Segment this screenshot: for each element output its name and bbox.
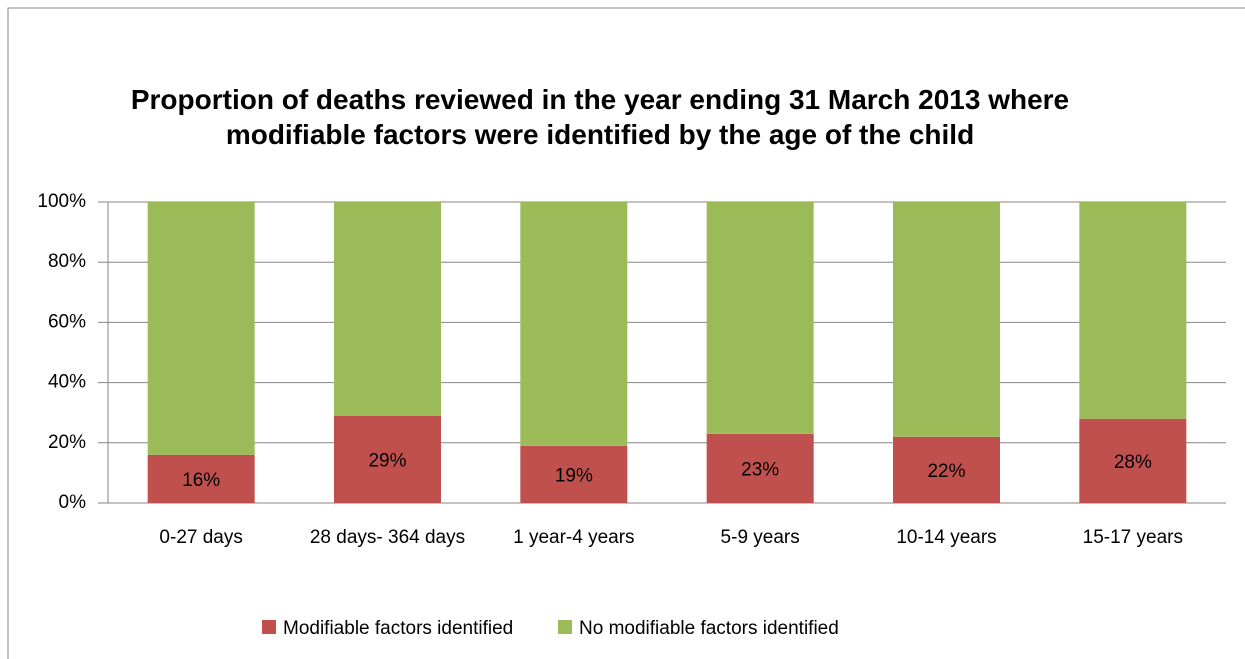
x-tick-label: 28 days- 364 days bbox=[309, 527, 466, 548]
legend-swatch bbox=[558, 620, 572, 634]
legend-label: Modifiable factors identified bbox=[283, 618, 513, 639]
y-tick-label: 100% bbox=[37, 191, 86, 212]
bar-segment bbox=[706, 202, 814, 434]
x-tick-label: 10-14 years bbox=[896, 527, 997, 548]
bar-segment bbox=[334, 415, 441, 503]
x-tick-label: 0-27 days bbox=[159, 527, 243, 548]
data-label: 29% bbox=[368, 450, 406, 471]
chart-title: Proportion of deaths reviewed in the yea… bbox=[130, 84, 1070, 150]
data-label: 16% bbox=[182, 470, 220, 491]
y-tick-label: 0% bbox=[59, 492, 87, 513]
bar-segment bbox=[893, 202, 1000, 437]
y-tick-label: 60% bbox=[48, 311, 86, 332]
legend-label: No modifiable factors identified bbox=[579, 618, 839, 639]
bar-segment bbox=[1079, 202, 1187, 419]
x-tick-label: 1 year-4 years bbox=[513, 527, 635, 548]
x-tick-label: 15-17 years bbox=[1082, 527, 1183, 548]
bar-segment bbox=[520, 445, 628, 503]
y-tick-label: 20% bbox=[48, 432, 86, 453]
y-tick-label: 80% bbox=[48, 251, 86, 272]
data-label: 19% bbox=[555, 465, 593, 486]
bar-segment bbox=[893, 436, 1000, 503]
y-tick-label: 40% bbox=[48, 372, 86, 393]
bar-segment bbox=[706, 433, 814, 503]
data-label: 22% bbox=[927, 461, 965, 482]
bar-segment bbox=[147, 202, 255, 455]
bar-segment bbox=[334, 202, 441, 416]
chart-border bbox=[7, 7, 1245, 659]
data-label: 28% bbox=[1114, 452, 1152, 473]
data-label: 23% bbox=[741, 459, 779, 480]
bar-segment bbox=[520, 202, 628, 446]
legend-swatch bbox=[262, 620, 276, 634]
bar-segment bbox=[1079, 418, 1187, 503]
x-tick-label: 5-9 years bbox=[720, 527, 800, 548]
bar-segment bbox=[147, 454, 255, 503]
